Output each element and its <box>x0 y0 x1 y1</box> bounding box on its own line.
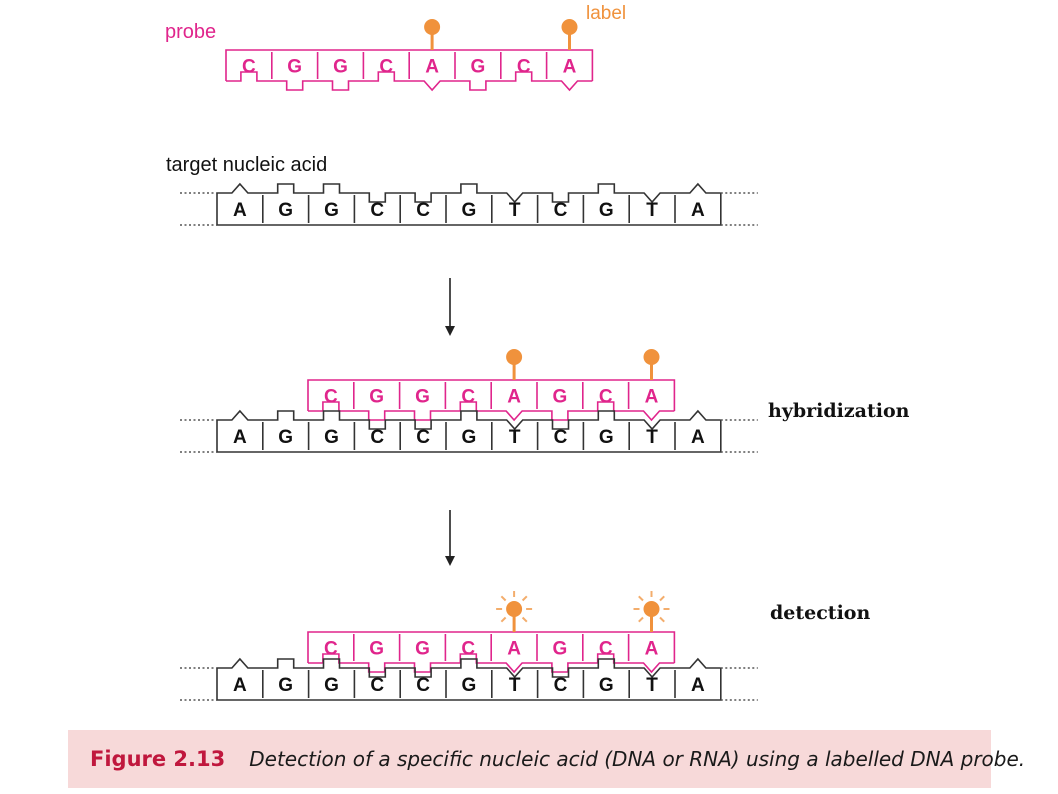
target-base-G: G <box>599 675 614 696</box>
target-base-C: C <box>554 427 568 448</box>
probe-base-A: A <box>507 639 521 660</box>
target-base-G: G <box>324 675 339 696</box>
target-base-G: G <box>278 675 293 696</box>
target-base-T: T <box>646 200 658 221</box>
probe-base-C: C <box>461 387 475 408</box>
probe-base-C: C <box>242 57 256 78</box>
figure-caption: Figure 2.13 Detection of a specific nucl… <box>68 730 1025 788</box>
target-base-C: C <box>554 200 568 221</box>
label-dot <box>643 349 660 365</box>
target-base-A: A <box>233 675 247 696</box>
target-backbone <box>216 668 722 701</box>
target-base-T: T <box>646 427 658 448</box>
probe-base-G: G <box>287 57 302 78</box>
signal-ray <box>659 616 665 623</box>
hybridized-strands: C G G C A G C AA G G C C G T C G T A <box>180 349 758 453</box>
probe-base-C: C <box>461 639 475 660</box>
probe-base-G: G <box>333 57 348 78</box>
signal-ray <box>659 595 665 602</box>
detection-label: detection <box>770 602 870 624</box>
target-base-T: T <box>509 675 521 696</box>
probe-base-C: C <box>324 387 338 408</box>
probe-base-G: G <box>553 639 568 660</box>
target-backbone-profile <box>217 182 721 204</box>
caption-number: Figure 2.13 <box>90 747 226 771</box>
probe-base-G: G <box>471 57 486 78</box>
target-backbone <box>216 420 722 453</box>
target-label: target nucleic acid <box>166 154 327 176</box>
target-base-C: C <box>416 427 430 448</box>
probe-base-A: A <box>507 387 521 408</box>
probe-backbone <box>307 631 676 663</box>
probe-base-A: A <box>563 57 577 78</box>
target-base-G: G <box>599 427 614 448</box>
target-base-C: C <box>554 675 568 696</box>
probe-base-A: A <box>425 57 439 78</box>
probe-base-G: G <box>415 387 430 408</box>
target-base-C: C <box>370 427 384 448</box>
glowing-label-dot <box>506 601 523 617</box>
target-base-C: C <box>416 200 430 221</box>
target-base-T: T <box>509 200 521 221</box>
arrow-head <box>445 326 455 336</box>
probe-base-G: G <box>369 387 384 408</box>
probe-base-C: C <box>599 639 613 660</box>
label-dot <box>424 19 441 35</box>
target-base-G: G <box>324 427 339 448</box>
signal-ray <box>521 616 528 623</box>
target-base-G: G <box>278 427 293 448</box>
target-backbone <box>216 193 722 226</box>
probe-backbone-profile <box>226 71 593 92</box>
probe-base-G: G <box>553 387 568 408</box>
target-base-G: G <box>462 427 477 448</box>
signal-ray <box>521 595 528 602</box>
caption-text: Detection of a specific nucleic acid (DN… <box>249 747 1026 771</box>
target-base-A: A <box>691 675 705 696</box>
arrow-head <box>445 556 455 566</box>
probe-backbone <box>225 49 594 81</box>
signal-ray <box>638 595 644 602</box>
target-base-A: A <box>691 427 705 448</box>
signal-ray <box>500 595 507 602</box>
target-base-G: G <box>324 200 339 221</box>
target-base-G: G <box>462 675 477 696</box>
signal-ray <box>500 616 507 623</box>
probe-base-G: G <box>369 639 384 660</box>
target-base-C: C <box>370 200 384 221</box>
label-dot <box>506 349 523 365</box>
target-base-A: A <box>691 200 705 221</box>
target-base-T: T <box>509 427 521 448</box>
target-base-G: G <box>278 200 293 221</box>
target-base-T: T <box>646 675 658 696</box>
target-base-C: C <box>370 675 384 696</box>
target-backbone-profile <box>217 409 721 431</box>
probe-base-C: C <box>324 639 338 660</box>
target-base-A: A <box>233 427 247 448</box>
target-base-G: G <box>599 200 614 221</box>
signal-ray <box>638 616 644 623</box>
target-backbone-profile <box>217 657 721 679</box>
label-dot <box>561 19 578 35</box>
label-label: label <box>586 3 626 24</box>
glowing-label-dot <box>643 601 660 617</box>
probe-base-C: C <box>599 387 613 408</box>
target-base-C: C <box>416 675 430 696</box>
target-base-A: A <box>233 200 247 221</box>
probe-base-C: C <box>379 57 393 78</box>
probe-base-C: C <box>517 57 531 78</box>
hybridization-label: hybridization <box>768 400 910 422</box>
target-base-G: G <box>462 200 477 221</box>
probe-base-G: G <box>415 639 430 660</box>
probe-base-A: A <box>645 639 659 660</box>
arrows <box>445 278 455 566</box>
probe-base-A: A <box>645 387 659 408</box>
probe-backbone <box>307 379 676 411</box>
detection-strands: C G G C A G C AA G G C C G T C G T A <box>180 591 758 701</box>
probe-label: probe <box>165 21 216 43</box>
